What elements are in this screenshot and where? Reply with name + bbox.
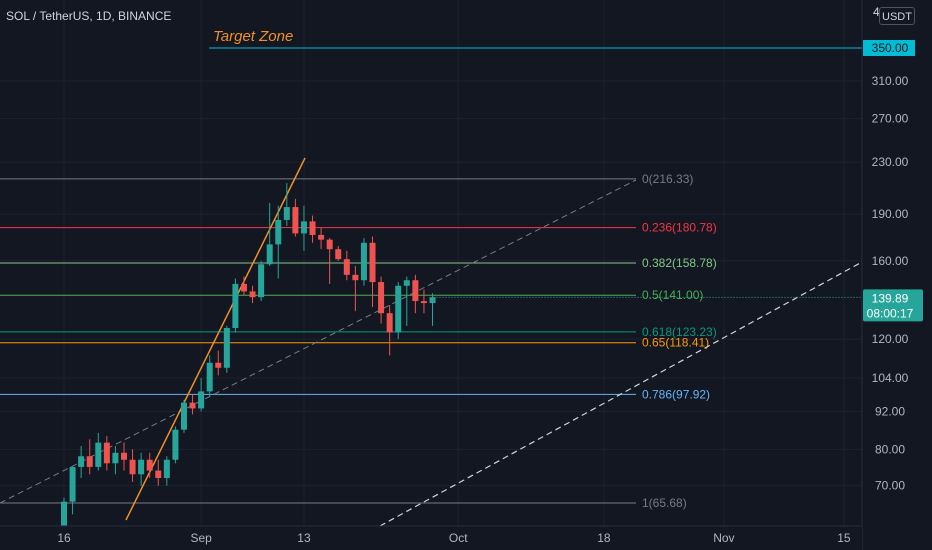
fib-level-label: 1(65.68) <box>642 496 687 510</box>
time-tick-label: 13 <box>297 531 311 545</box>
candle-body <box>78 456 85 467</box>
candle-body <box>309 221 316 235</box>
candle-body <box>146 459 153 471</box>
price-tick-label: 92.00 <box>875 404 905 418</box>
fib-level-label: 0.618(123.23) <box>642 325 717 339</box>
candle-body <box>95 442 102 467</box>
current-price-tag <box>863 289 923 322</box>
channel-dashed-line <box>0 179 637 504</box>
time-tick-label: 18 <box>597 531 611 545</box>
candle-body <box>69 466 76 502</box>
price-tick-label: 230.00 <box>872 155 909 169</box>
candle-body <box>360 242 367 281</box>
time-tick-label: Oct <box>449 531 468 545</box>
candle-body <box>120 452 127 460</box>
candle-body <box>275 219 282 245</box>
candle-body <box>300 221 307 234</box>
candle-body <box>138 459 145 475</box>
fib-level-label: 0(216.33) <box>642 172 693 186</box>
candle-body <box>335 249 342 260</box>
price-tick-label: 104.00 <box>872 371 909 385</box>
candle-body <box>352 274 359 281</box>
candle-body <box>403 280 410 286</box>
candle-body <box>378 282 385 314</box>
candle-body <box>112 452 119 464</box>
candle-body <box>318 234 325 240</box>
candle-body <box>240 283 247 292</box>
candle-body <box>386 313 393 333</box>
candle-body <box>86 456 93 467</box>
target-price-tag-label: 350.00 <box>872 41 909 55</box>
candle-body <box>283 207 290 220</box>
fib-level-label: 0.382(158.78) <box>642 256 717 270</box>
candle-body <box>369 242 376 283</box>
price-tick-label: 80.00 <box>875 442 905 456</box>
candle-body <box>412 280 419 302</box>
fib-level-label: 0.236(180.78) <box>642 221 717 235</box>
candle-body <box>292 207 299 234</box>
candle-body <box>249 291 256 298</box>
candles <box>61 183 436 547</box>
candle-body <box>326 239 333 250</box>
candle-body <box>215 362 222 368</box>
fib-retracement[interactable]: 0(216.33) 0.236(180.78) 0.382(158.78) 0.5(1… <box>0 28 862 510</box>
candle-body <box>155 470 162 479</box>
candle-body <box>103 442 110 464</box>
candle-body <box>395 285 402 333</box>
currency-badge[interactable]: USDT <box>879 7 915 25</box>
candle-body <box>266 244 273 265</box>
candle-body <box>206 362 213 392</box>
fib-level-label: 0.5(141.00) <box>642 288 703 302</box>
channel-dashed-line <box>379 261 863 527</box>
candle-body <box>61 501 67 537</box>
candle-body <box>180 402 187 430</box>
candle-body <box>163 459 170 479</box>
time-tick-label: Sep <box>190 531 212 545</box>
axis-top-partial-label: 4 <box>873 5 880 19</box>
price-tick-label: 190.00 <box>872 207 909 221</box>
countdown-label: 08:00:17 <box>867 306 914 320</box>
target-zone-label: Target Zone <box>213 28 293 45</box>
candle-body <box>189 402 196 409</box>
symbol-title[interactable]: SOL / TetherUS, 1D, BINANCE <box>6 9 172 23</box>
candle-body <box>258 264 265 298</box>
time-tick-label: Nov <box>713 531 734 545</box>
candle-body <box>420 301 427 304</box>
candle-body <box>198 391 205 409</box>
fib-level-label: 0.65(118.41) <box>642 336 709 350</box>
trendlines[interactable] <box>0 157 863 527</box>
trend-line <box>125 157 306 521</box>
candle-body <box>172 429 179 460</box>
current-price-tag-label: 139.89 <box>872 291 909 305</box>
price-tick-label: 310.00 <box>872 74 909 88</box>
time-axis <box>0 526 862 550</box>
price-axis <box>862 0 932 550</box>
candle-body <box>223 327 230 368</box>
candle-body <box>232 283 239 328</box>
time-tick-label: 16 <box>57 531 71 545</box>
candle-body <box>343 259 350 275</box>
candle-body <box>129 459 136 475</box>
time-tick-label: 15 <box>837 531 851 545</box>
price-tick-label: 70.00 <box>875 479 905 493</box>
price-tick-label: 160.00 <box>872 254 909 268</box>
candle-body <box>429 297 436 304</box>
target-price-tag <box>863 40 915 56</box>
price-tick-label: 270.00 <box>872 112 909 126</box>
fib-level-label: 0.786(97.92) <box>642 387 710 401</box>
price-tick-label: 120.00 <box>872 332 909 346</box>
